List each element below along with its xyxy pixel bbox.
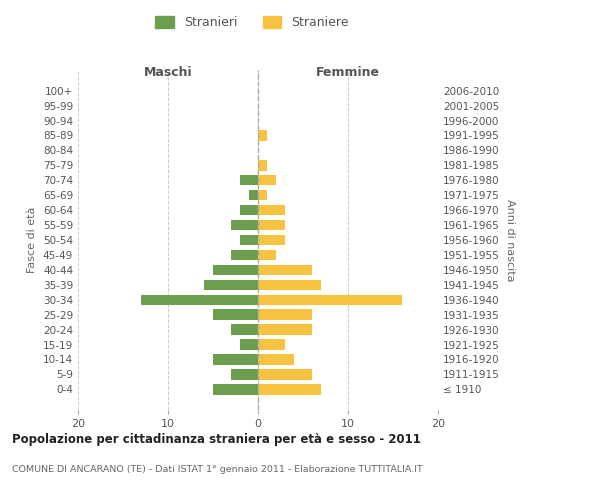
Text: Femmine: Femmine [316,66,380,78]
Bar [258,235,285,245]
Bar [258,160,267,170]
Bar [231,369,258,380]
Text: COMUNE DI ANCARANO (TE) - Dati ISTAT 1° gennaio 2011 - Elaborazione TUTTITALIA.I: COMUNE DI ANCARANO (TE) - Dati ISTAT 1° … [12,466,423,474]
Text: Popolazione per cittadinanza straniera per età e sesso - 2011: Popolazione per cittadinanza straniera p… [12,432,421,446]
Bar [258,205,285,216]
Bar [213,310,258,320]
Bar [258,340,285,349]
Bar [240,205,258,216]
Bar [249,190,258,200]
Bar [258,190,267,200]
Bar [258,354,294,364]
Bar [204,280,258,290]
Bar [213,354,258,364]
Bar [213,264,258,275]
Bar [258,369,312,380]
Bar [258,175,276,186]
Y-axis label: Fasce di età: Fasce di età [28,207,37,273]
Bar [258,130,267,140]
Bar [258,324,312,335]
Bar [231,250,258,260]
Bar [231,220,258,230]
Bar [258,280,321,290]
Bar [258,310,312,320]
Bar [213,384,258,394]
Bar [258,264,312,275]
Bar [240,340,258,349]
Bar [240,235,258,245]
Bar [258,250,276,260]
Bar [141,294,258,305]
Bar [258,220,285,230]
Bar [240,175,258,186]
Text: Maschi: Maschi [143,66,193,78]
Legend: Stranieri, Straniere: Stranieri, Straniere [150,11,354,34]
Bar [231,324,258,335]
Bar [258,294,402,305]
Bar [258,384,321,394]
Y-axis label: Anni di nascita: Anni di nascita [505,198,515,281]
